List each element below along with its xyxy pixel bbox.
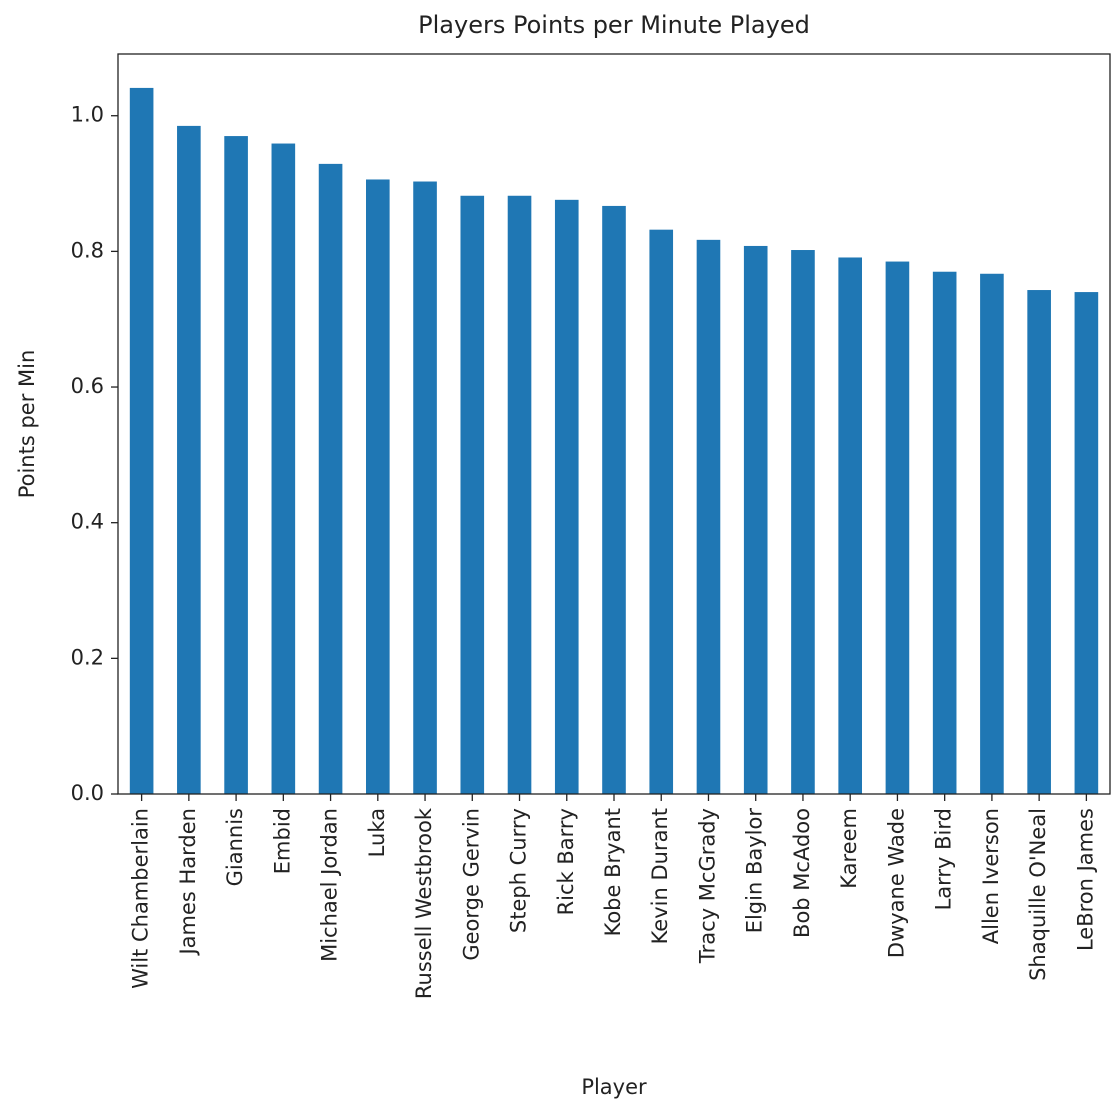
plot-frame (117, 53, 1111, 795)
y-tick-label: 0.0 (71, 781, 104, 805)
x-axis-label: Player (581, 1075, 647, 1099)
bar (1074, 292, 1099, 794)
x-tick-label: Kevin Durant (648, 808, 672, 944)
y-tick-label: 0.4 (71, 510, 104, 534)
bar (177, 125, 201, 794)
bar (885, 261, 910, 794)
bar (413, 181, 437, 794)
x-tick-label: Elgin Baylor (743, 808, 767, 934)
bar (649, 229, 674, 794)
x-tick-label: Kareem (837, 808, 861, 889)
y-tick-label: 0.8 (71, 238, 104, 262)
bar (838, 257, 862, 794)
x-tick-label: Tracy McGrady (695, 808, 719, 964)
bar (602, 205, 626, 794)
y-tick-label: 1.0 (71, 103, 104, 127)
bar (129, 87, 154, 795)
x-tick-label: Giannis (223, 808, 247, 886)
x-tick-label: Allen Iverson (979, 808, 1003, 944)
bar (224, 136, 248, 795)
x-tick-label: Steph Curry (507, 808, 531, 933)
bar (366, 179, 390, 795)
bar (554, 199, 579, 794)
x-tick-label: Shaquille O'Neal (1026, 808, 1050, 981)
x-tick-label: Rick Barry (554, 808, 578, 915)
x-tick-label: Bob McAdoo (790, 808, 814, 938)
y-tick-label: 0.2 (71, 645, 104, 669)
x-tick-label: George Gervin (459, 808, 483, 961)
bar (507, 195, 532, 794)
x-tick-label: Wilt Chamberlain (129, 808, 153, 989)
x-tick-label: Kobe Bryant (601, 808, 625, 936)
bar (980, 273, 1004, 794)
x-tick-label: Embid (270, 808, 294, 874)
bar (460, 195, 485, 794)
bar (696, 239, 721, 794)
chart-title: Players Points per Minute Played (418, 11, 810, 39)
x-tick-label: Dwyane Wade (884, 808, 908, 958)
x-tick-label: Luka (365, 808, 389, 857)
bar (932, 271, 957, 794)
bar (791, 250, 815, 795)
y-axis-label: Points per Min (15, 350, 39, 499)
x-tick-label: LeBron James (1073, 808, 1097, 951)
bar (271, 143, 296, 794)
y-tick-label: 0.6 (71, 374, 104, 398)
bar (318, 163, 343, 794)
bar (1027, 290, 1051, 794)
bar (743, 245, 768, 794)
x-tick-label: Russell Westbrook (412, 807, 436, 999)
x-tick-label: James Harden (176, 808, 200, 957)
x-tick-label: Larry Bird (932, 808, 956, 910)
x-tick-label: Michael Jordan (318, 808, 342, 962)
